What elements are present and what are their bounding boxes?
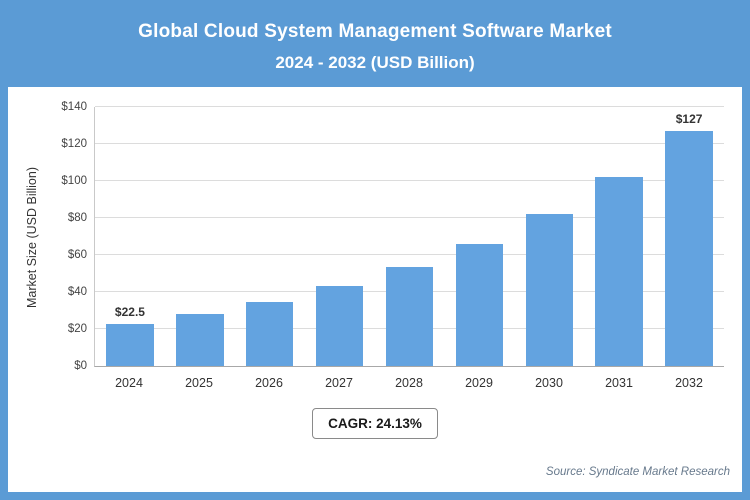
bar-slot	[305, 107, 375, 366]
cagr-badge: CAGR: 24.13%	[312, 408, 438, 439]
chart-header: Global Cloud System Management Software …	[8, 8, 742, 87]
bar-value-label: $22.5	[114, 305, 145, 320]
bar-2024	[106, 324, 154, 366]
plot-area: $22.5 $127 $0 $20 $40 $60 $80 $100 $120 $140	[61, 101, 724, 372]
y-tick-label: $140	[61, 101, 87, 113]
bar-2031	[595, 177, 643, 366]
y-tick-label: $80	[67, 212, 87, 224]
bar-2025	[176, 314, 224, 366]
bar-2026	[245, 302, 294, 366]
gridline	[95, 254, 724, 255]
bar-2028	[385, 267, 434, 366]
y-tick-label: $120	[61, 138, 87, 150]
y-tick-label: $60	[67, 249, 87, 261]
bar-slot	[444, 107, 514, 366]
x-tick-label: 2026	[255, 376, 283, 390]
x-axis-labels: 2024 2025 2026 2027 2028 2029 2030 2031 2032	[94, 367, 724, 390]
y-tick-label: $0	[74, 360, 87, 372]
y-tick-label: $100	[61, 175, 87, 187]
x-tick-label: 2025	[185, 376, 213, 390]
bar-2029	[455, 243, 504, 366]
source-text: Source: Syndicate Market Research	[545, 466, 730, 478]
bar-slot: $22.5	[95, 107, 165, 366]
x-tick-label: 2032	[675, 376, 703, 390]
y-tick-label: $20	[67, 323, 87, 335]
x-tick-label: 2031	[605, 376, 633, 390]
bar-slot: $127	[654, 107, 724, 366]
bars-container: $22.5 $127	[95, 107, 724, 366]
gridline	[95, 180, 724, 181]
chart-body: Market Size (USD Billion) $22.5 $127 $0 $2…	[8, 101, 742, 372]
bar-2027	[315, 286, 364, 366]
bar-slot	[375, 107, 445, 366]
chart-title: Global Cloud System Management Software …	[138, 21, 612, 42]
x-tick-label: 2024	[115, 376, 143, 390]
bar-value-label: $127	[675, 112, 703, 127]
bar-slot	[514, 107, 584, 366]
gridline	[95, 217, 724, 218]
bar-slot	[235, 107, 305, 366]
bar-slot	[584, 107, 654, 366]
y-tick-label: $40	[67, 286, 87, 298]
gridline	[95, 106, 724, 107]
x-tick-label: 2029	[465, 376, 493, 390]
bar-2032	[665, 131, 713, 366]
bar-2030	[525, 214, 574, 366]
x-tick-label: 2027	[325, 376, 353, 390]
gridline	[95, 143, 724, 144]
chart-subtitle: 2024 - 2032 (USD Billion)	[275, 53, 475, 72]
x-tick-label: 2028	[395, 376, 423, 390]
x-axis: 2024 2025 2026 2027 2028 2029 2030 2031 2032	[8, 367, 742, 390]
x-axis-spacer	[20, 367, 44, 390]
y-axis-title: Market Size (USD Billion)	[25, 166, 39, 308]
chart-footer: CAGR: 24.13% Source: Syndicate Market Re…	[8, 408, 742, 492]
bar-slot	[165, 107, 235, 366]
plot-column: $22.5 $127 $0 $20 $40 $60 $80 $100 $120 $140	[44, 101, 742, 372]
x-tick-label: 2030	[535, 376, 563, 390]
